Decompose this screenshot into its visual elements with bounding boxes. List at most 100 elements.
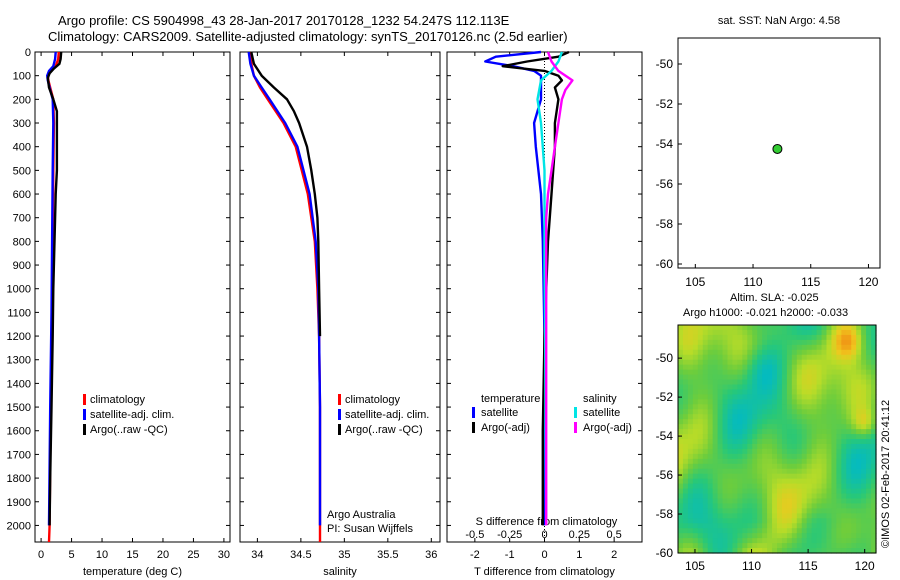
heatmap-cell <box>781 434 788 440</box>
heatmap-cell <box>816 473 823 480</box>
heatmap-cell <box>846 498 852 505</box>
heatmap-cell <box>786 419 793 425</box>
diff-legend-item: Argo(-adj) <box>583 422 632 434</box>
salinity-legend-item: climatology <box>345 394 401 406</box>
heatmap-cell <box>831 394 837 400</box>
heatmap-cell <box>762 448 768 455</box>
heatmap-cell <box>692 394 699 400</box>
heatmap-cell <box>856 503 862 509</box>
heatmap-cell <box>856 325 862 331</box>
heatmap-cell <box>707 394 714 400</box>
heatmap-cell <box>712 498 719 505</box>
heatmap-cell <box>757 379 763 386</box>
heatmap-cell <box>692 503 699 509</box>
heatmap-cell <box>767 414 773 420</box>
heatmap-cell <box>826 394 833 400</box>
heatmap-cell <box>707 538 714 544</box>
heatmap-cell <box>692 409 699 415</box>
heatmap-cell <box>816 458 823 465</box>
heatmap-cell <box>846 404 852 410</box>
heatmap-cell <box>781 548 788 554</box>
heatmap-cell <box>727 498 734 505</box>
heatmap-cell <box>712 394 719 400</box>
heatmap-cell <box>786 399 793 405</box>
heatmap-cell <box>831 518 837 524</box>
heatmap-cell <box>747 453 753 460</box>
heatmap-cell <box>732 463 738 470</box>
heatmap-cell <box>851 548 857 554</box>
heatmap-cell <box>682 409 689 415</box>
heatmap-cell <box>871 538 877 544</box>
heatmap-cell <box>757 443 763 450</box>
heatmap-cell <box>732 344 738 351</box>
heatmap-cell <box>866 478 872 485</box>
heatmap-cell <box>856 409 862 415</box>
heatmap-cell <box>752 434 758 440</box>
heatmap-cell <box>692 458 699 465</box>
heatmap-cell <box>777 429 783 435</box>
heatmap-cell <box>777 543 783 549</box>
heatmap-cell <box>742 523 748 529</box>
heatmap-cell <box>856 458 862 465</box>
heatmap-cell <box>737 344 743 351</box>
heatmap-cell <box>796 414 803 420</box>
heatmap-cell <box>687 518 694 524</box>
heatmap-cell <box>687 458 694 465</box>
heatmap-cell <box>707 434 714 440</box>
heatmap-cell <box>786 523 793 529</box>
heatmap-cell <box>781 503 788 509</box>
x-tick-label: 10 <box>96 549 108 561</box>
heatmap-cell <box>816 384 823 391</box>
heatmap-cell <box>796 488 803 495</box>
heatmap-cell <box>816 419 823 425</box>
heatmap-cell <box>737 349 743 356</box>
heatmap-cell <box>717 384 724 391</box>
heatmap-cell <box>836 493 842 500</box>
heatmap-cell <box>722 513 729 519</box>
heatmap-cell <box>678 344 684 351</box>
heatmap-cell <box>841 379 847 386</box>
heatmap-cell <box>742 513 748 519</box>
heatmap-cell <box>806 429 813 435</box>
heatmap-cell <box>866 453 872 460</box>
heatmap-cell <box>781 488 788 495</box>
heatmap-cell <box>796 538 803 544</box>
heatmap-cell <box>806 478 813 485</box>
heatmap-cell <box>747 329 753 336</box>
heatmap-cell <box>801 384 808 391</box>
sst-map-frame <box>677 37 881 269</box>
heatmap-cell <box>727 473 734 480</box>
heatmap-cell <box>692 429 699 435</box>
heatmap-cell <box>856 443 862 450</box>
heatmap-cell <box>682 334 689 341</box>
heatmap-cell <box>702 399 709 405</box>
heatmap-cell <box>826 503 833 509</box>
heatmap-cell <box>851 498 857 505</box>
heatmap-cell <box>826 329 833 336</box>
heatmap-cell <box>816 508 823 514</box>
heatmap-cell <box>762 434 768 440</box>
heatmap-cell <box>752 344 758 351</box>
heatmap-cell <box>841 518 847 524</box>
heatmap-cell <box>777 448 783 455</box>
heatmap-cell <box>712 473 719 480</box>
heatmap-cell <box>772 384 778 391</box>
heatmap-cell <box>692 463 699 470</box>
heatmap-cell <box>707 483 714 490</box>
heatmap-cell <box>717 389 724 395</box>
heatmap-cell <box>732 513 738 519</box>
heatmap-cell <box>772 364 778 371</box>
heatmap-cell <box>752 379 758 386</box>
heatmap-cell <box>732 488 738 495</box>
heatmap-cell <box>692 518 699 524</box>
x-tick-label: 115 <box>801 275 820 289</box>
heatmap-cell <box>678 513 684 519</box>
heatmap-cell <box>697 329 704 336</box>
heatmap-cell <box>786 325 793 331</box>
heatmap-cell <box>781 458 788 465</box>
heatmap-cell <box>866 493 872 500</box>
heatmap-cell <box>856 344 862 351</box>
heatmap-cell <box>806 419 813 425</box>
heatmap-cell <box>737 429 743 435</box>
heatmap-cell <box>861 414 867 420</box>
